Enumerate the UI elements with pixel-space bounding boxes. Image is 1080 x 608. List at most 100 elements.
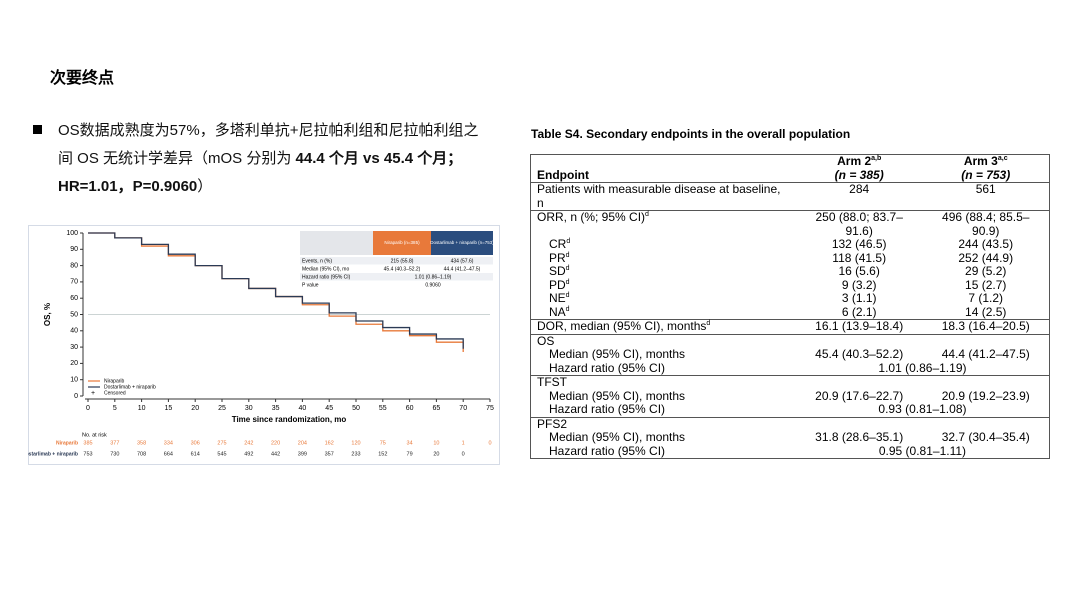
endpoint-cell: NAd — [531, 304, 796, 320]
table-row: PFS2 — [530, 416, 1050, 431]
table-row: Median (95% CI), months 31.8 (28.6–35.1) 3… — [531, 430, 1050, 445]
bullet-text: OS数据成熟度为57%，多塔利单抗+尼拉帕利组和尼拉帕利组之间 OS 无统计学差… — [58, 117, 483, 201]
value-cell: 284 — [795, 182, 923, 211]
at-risk-count: 730 — [110, 451, 119, 457]
endpoint-cell: Hazard ratio (95% CI) — [531, 402, 796, 417]
endpoint-label: ORR, n (%; 95% CI) — [537, 210, 646, 224]
inset-header-blank — [300, 231, 373, 255]
endpoint-label: OS — [537, 333, 555, 348]
value-cell — [922, 416, 1050, 431]
value-cell: 132 (46.5) — [831, 237, 887, 251]
endpoint-label: Hazard ratio (95% CI) — [549, 402, 666, 416]
value-cell: 0.93 (0.81–1.08) — [878, 402, 967, 416]
at-risk-count: 545 — [217, 451, 226, 457]
endpoint-footnote: d — [645, 211, 649, 218]
x-tick-label: 55 — [379, 405, 387, 412]
x-tick-label: 5 — [113, 405, 117, 412]
y-tick-label: 30 — [70, 344, 78, 351]
endpoint-cell: Patients with measurable disease at base… — [530, 182, 796, 211]
at-risk-count: 79 — [407, 451, 413, 457]
x-tick-label: 0 — [86, 405, 90, 412]
value-cell: 250 (88.0; 83.7–91.6) — [795, 210, 923, 238]
table-row: Patients with measurable disease at base… — [530, 182, 1050, 211]
inset-cell: 1.01 (0.86–1.19) — [415, 274, 452, 280]
y-tick-label: 50 — [70, 311, 78, 318]
at-risk-count: 204 — [298, 440, 307, 446]
x-tick-label: 75 — [486, 405, 494, 412]
table-row: TFST — [530, 375, 1050, 390]
endpoint-cell: ORR, n (%; 95% CI)d — [530, 210, 796, 238]
endpoint-footnote: d — [565, 265, 570, 272]
inset-cell: 44.4 (41.2–47.5) — [444, 266, 481, 272]
y-tick-label: 80 — [70, 262, 78, 269]
table-row: CRd 132 (46.5) 244 (43.5) — [531, 237, 1050, 252]
at-risk-count: 162 — [325, 440, 334, 446]
arm-n: (n = 385) — [834, 167, 884, 182]
at-risk-count: 334 — [164, 440, 173, 446]
value-cell — [795, 416, 923, 431]
survival-curve — [88, 232, 464, 349]
inset-header-label: Dostarlimab + niraparib (n=753) — [430, 240, 494, 245]
endpoint-footnote: d — [565, 278, 570, 286]
table-row: Median (95% CI), months 45.4 (40.3–52.2) 4… — [531, 347, 1050, 362]
at-risk-count: 399 — [298, 451, 307, 457]
value-cell: 16.1 (13.9–18.4) — [795, 319, 923, 334]
at-risk-count: 385 — [83, 440, 92, 446]
value-cell — [922, 375, 1050, 390]
value-cell: 6 (2.1) — [841, 304, 877, 319]
value-cell: 244 (43.5) — [958, 237, 1014, 251]
table-row: ORR, n (%; 95% CI)d 250 (88.0; 83.7–91.6)… — [530, 210, 1050, 238]
value-cell: 9 (3.2) — [841, 277, 877, 292]
value-cell: 29 (5.2) — [965, 264, 1007, 278]
endpoints-table: Endpoint Arm 2a,b (n = 385) Arm 3a,c (n = 75… — [530, 154, 1050, 459]
endpoint-label: PR — [549, 250, 566, 265]
arm-label: Arm 2 — [837, 154, 872, 168]
at-risk-count: 357 — [325, 451, 334, 457]
arm-n: (n = 753) — [961, 167, 1011, 182]
table-row: PDd 9 (3.2) 15 (2.7) — [531, 277, 1050, 293]
endpoint-label: Patients with measurable disease at base… — [537, 182, 781, 210]
x-tick-label: 60 — [406, 405, 414, 412]
value-cell: 3 (1.1) — [841, 291, 877, 305]
header-cell: Endpoint — [530, 154, 796, 183]
endpoint-cell: CRd — [531, 237, 796, 252]
at-risk-count: 275 — [217, 440, 226, 446]
value-cell: 31.8 (28.6–35.1) — [815, 430, 904, 444]
legend-label: Censored — [104, 390, 126, 396]
endpoint-label: NA — [549, 304, 566, 319]
endpoint-cell: Median (95% CI), months — [531, 347, 796, 362]
at-risk-count: 34 — [407, 440, 413, 446]
x-tick-label: 20 — [191, 405, 199, 412]
endpoint-cell: Median (95% CI), months — [531, 388, 796, 404]
table-caption: Table S4. Secondary endpoints in the ove… — [531, 127, 851, 141]
x-tick-label: 50 — [352, 405, 360, 412]
header-cell: Arm 3a,c (n = 753) — [922, 154, 1050, 183]
x-tick-label: 40 — [299, 405, 307, 412]
bullet-segment: ） — [197, 178, 213, 195]
endpoint-cell: Hazard ratio (95% CI) — [531, 444, 796, 459]
inset-cell: 45.4 (40.3–52.2) — [384, 266, 421, 272]
value-cell — [795, 333, 923, 348]
at-risk-label: Niraparib — [56, 440, 78, 446]
at-risk-count: 1 — [462, 440, 465, 446]
at-risk-count: 152 — [378, 451, 387, 457]
x-tick-label: 65 — [433, 405, 441, 412]
endpoint-cell: OS — [530, 333, 796, 348]
endpoint-label: TFST — [537, 375, 567, 389]
at-risk-count: 377 — [110, 440, 119, 446]
y-tick-label: 100 — [66, 230, 78, 237]
endpoint-label: SD — [549, 264, 566, 278]
at-risk-count: 753 — [83, 451, 92, 457]
inset-cell: 434 (57.6) — [451, 258, 474, 264]
table-row: PRd 118 (41.5) 252 (44.9) — [531, 250, 1050, 266]
endpoint-cell: Hazard ratio (95% CI) — [531, 361, 796, 376]
at-risk-count: 306 — [191, 440, 200, 446]
at-risk-label: Dostarlimab + niraparib — [28, 451, 78, 457]
value-cell: 252 (44.9) — [958, 250, 1014, 265]
table-row: OS — [530, 333, 1050, 348]
y-tick-label: 70 — [70, 279, 78, 286]
y-tick-label: 60 — [70, 295, 78, 302]
endpoint-label: Median (95% CI), months — [549, 388, 686, 403]
at-risk-count: 75 — [380, 440, 386, 446]
